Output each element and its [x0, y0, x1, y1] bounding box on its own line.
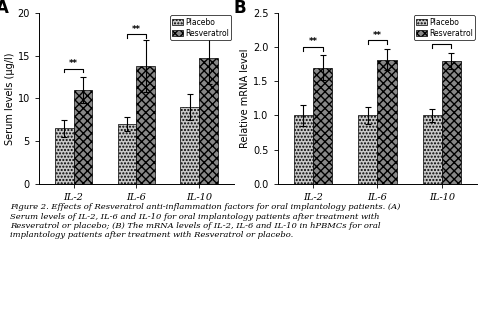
Legend: Placebo, Resveratrol: Placebo, Resveratrol [170, 15, 231, 40]
Y-axis label: Serum levels (μg/l): Serum levels (μg/l) [5, 52, 15, 145]
Text: **: ** [309, 37, 318, 46]
Text: **: ** [195, 19, 204, 28]
Text: A: A [0, 0, 9, 17]
Bar [423, 115, 442, 184]
Bar [117, 124, 136, 184]
Bar [313, 68, 332, 184]
Bar [294, 115, 313, 184]
Text: **: ** [69, 59, 78, 68]
Bar [180, 107, 199, 184]
Bar [136, 66, 155, 184]
Y-axis label: Relative mRNA level: Relative mRNA level [240, 49, 250, 148]
Text: Figure 2. Effects of Resveratrol anti-inflammation factors for oral implantology: Figure 2. Effects of Resveratrol anti-in… [10, 203, 400, 239]
Text: **: ** [132, 25, 141, 33]
Bar [442, 61, 461, 184]
Bar [377, 59, 397, 184]
Text: B: B [234, 0, 246, 17]
Text: **: ** [437, 34, 446, 43]
Bar [74, 90, 93, 184]
Bar [358, 115, 377, 184]
Text: **: ** [373, 31, 382, 40]
Bar [199, 58, 218, 184]
Legend: Placebo, Resveratrol: Placebo, Resveratrol [413, 15, 475, 40]
Bar [55, 128, 74, 184]
